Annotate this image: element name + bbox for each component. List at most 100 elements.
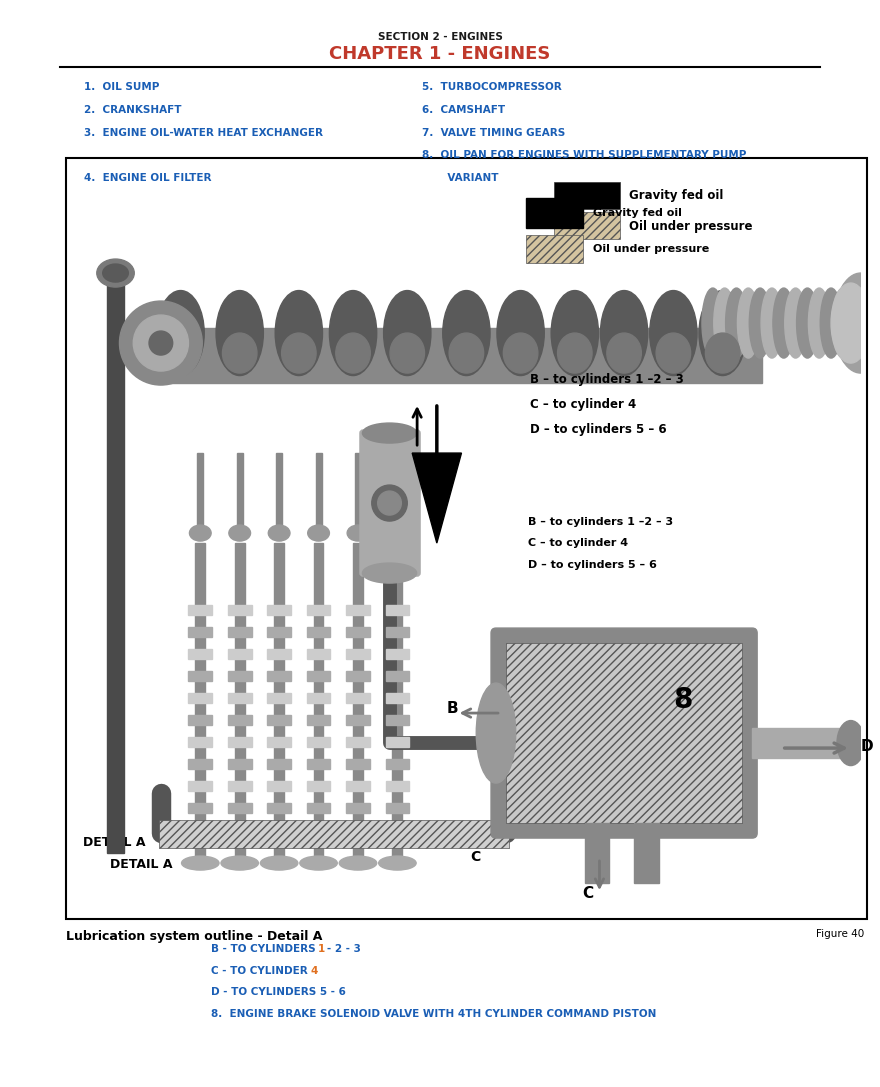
Text: D: D (738, 792, 751, 805)
Ellipse shape (336, 333, 370, 373)
Bar (506, 644, 743, 823)
Text: Gravity fed oil: Gravity fed oil (629, 189, 723, 202)
Bar (197, 453, 203, 533)
FancyBboxPatch shape (491, 628, 757, 838)
Text: Gravity fed oil: Gravity fed oil (592, 208, 681, 218)
Bar (385, 627, 409, 637)
Ellipse shape (164, 333, 198, 373)
Text: 2.  CRANKSHAFT: 2. CRANKSHAFT (84, 104, 181, 115)
Bar (385, 759, 409, 770)
Text: 1: 1 (319, 944, 326, 954)
Ellipse shape (329, 290, 377, 376)
Text: CHAPTER 1 - ENGINES: CHAPTER 1 - ENGINES (329, 46, 551, 63)
Text: C – to cylinder 4: C – to cylinder 4 (528, 538, 628, 549)
Bar (188, 694, 212, 703)
Bar (554, 182, 620, 209)
Ellipse shape (726, 288, 747, 358)
Ellipse shape (831, 283, 870, 363)
Ellipse shape (384, 290, 431, 376)
Ellipse shape (476, 683, 516, 783)
Bar (235, 544, 245, 863)
Ellipse shape (702, 288, 723, 358)
Ellipse shape (229, 525, 251, 541)
Ellipse shape (223, 333, 257, 373)
Text: B: B (348, 760, 359, 773)
Bar (268, 649, 291, 659)
Text: Lubrication system outline - Detail A: Lubrication system outline - Detail A (66, 930, 322, 944)
Bar (276, 453, 282, 533)
Bar (346, 782, 370, 791)
Ellipse shape (773, 288, 795, 358)
Text: C – to cylinder 4: C – to cylinder 4 (531, 398, 637, 411)
Ellipse shape (656, 333, 691, 373)
Bar (307, 649, 330, 659)
Ellipse shape (216, 290, 263, 376)
Bar (385, 649, 409, 659)
Text: C - TO CYLINDER: C - TO CYLINDER (211, 965, 312, 976)
Bar (228, 627, 252, 637)
Bar (228, 737, 252, 747)
Text: D – to cylinders 5 – 6: D – to cylinders 5 – 6 (531, 423, 667, 436)
Text: 8.  OIL PAN FOR ENGINES WITH SUPPLEMENTARY PUMP: 8. OIL PAN FOR ENGINES WITH SUPPLEMENTAR… (422, 150, 747, 161)
Polygon shape (412, 453, 461, 544)
Bar (525, 198, 583, 228)
Ellipse shape (157, 290, 204, 376)
Bar (385, 782, 409, 791)
Ellipse shape (607, 333, 642, 373)
Text: 8: 8 (673, 686, 693, 714)
Bar (188, 649, 212, 659)
Ellipse shape (503, 333, 538, 373)
Circle shape (120, 301, 202, 385)
Bar (307, 605, 330, 615)
Text: D: D (861, 739, 873, 754)
Text: 6.  CAMSHAFT: 6. CAMSHAFT (422, 104, 505, 115)
Bar (385, 605, 409, 615)
Bar (237, 453, 243, 533)
Ellipse shape (443, 290, 490, 376)
Bar (634, 823, 658, 883)
Bar (394, 453, 400, 533)
Text: 5.  TURBOCOMPRESSOR: 5. TURBOCOMPRESSOR (422, 82, 562, 92)
Ellipse shape (221, 857, 259, 870)
Bar (353, 544, 363, 863)
Ellipse shape (796, 288, 818, 358)
Bar (188, 759, 212, 770)
Bar (188, 782, 212, 791)
Bar (228, 694, 252, 703)
Text: Oil under pressure: Oil under pressure (592, 245, 708, 254)
Bar (188, 627, 212, 637)
Bar (151, 328, 762, 383)
Ellipse shape (300, 857, 337, 870)
Bar (584, 823, 609, 883)
Bar (268, 737, 291, 747)
Bar (346, 759, 370, 770)
Bar (307, 782, 330, 791)
Ellipse shape (833, 273, 880, 373)
Ellipse shape (706, 333, 740, 373)
Bar (159, 820, 509, 848)
Ellipse shape (551, 290, 598, 376)
Ellipse shape (785, 288, 806, 358)
Bar (228, 715, 252, 725)
Bar (307, 803, 330, 813)
Text: DETAIL A: DETAIL A (83, 836, 145, 849)
Bar (307, 627, 330, 637)
Bar (346, 803, 370, 813)
Text: B: B (447, 701, 458, 716)
Ellipse shape (749, 288, 771, 358)
Ellipse shape (386, 525, 408, 541)
Bar (355, 453, 361, 533)
Text: VARIANT: VARIANT (422, 173, 499, 184)
Ellipse shape (308, 525, 329, 541)
Bar (275, 544, 284, 863)
FancyBboxPatch shape (360, 430, 420, 576)
Bar (106, 273, 124, 853)
Text: C: C (582, 886, 593, 901)
Text: - 2 - 3: - 2 - 3 (327, 944, 361, 954)
Ellipse shape (649, 290, 697, 376)
Ellipse shape (809, 288, 830, 358)
Ellipse shape (837, 721, 864, 765)
Text: 8: 8 (594, 744, 612, 767)
Bar (346, 694, 370, 703)
Bar (392, 544, 402, 863)
